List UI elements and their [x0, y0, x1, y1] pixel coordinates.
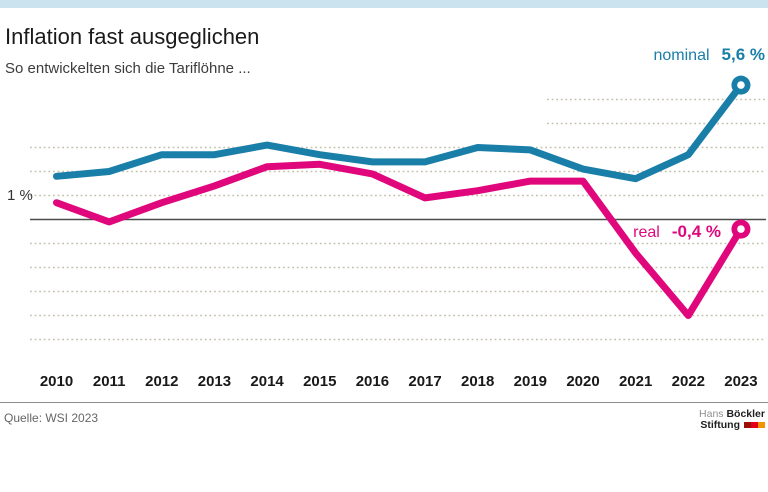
y-axis-tick-label: 1 %: [7, 187, 33, 204]
real-series-value: -0,4 %: [671, 222, 721, 241]
real-series-name: real: [633, 224, 660, 241]
x-axis-label-2010: 2010: [39, 373, 74, 390]
logo-flag-stripe: [744, 422, 751, 428]
x-axis: 2010 2011 2012 2013 2014 2015 2016 2017 2018 2019…: [0, 373, 768, 393]
x-axis-label-2021: 2021: [618, 373, 653, 390]
x-axis-label-2023: 2023: [724, 373, 758, 390]
x-axis-label-2012: 2012: [145, 373, 179, 390]
x-axis-label-2016: 2016: [355, 373, 390, 390]
logo-line-2: Stiftung: [699, 420, 765, 434]
line-chart: [30, 75, 766, 341]
nominal-series-name: nominal: [653, 47, 710, 64]
real-series-label-group: real -0,4 %: [633, 222, 721, 242]
x-axis-label-2013: 2013: [197, 373, 232, 390]
logo-line-1: Hans Böckler: [699, 409, 765, 420]
x-axis-label-2020: 2020: [566, 373, 600, 390]
source-credit: Quelle: WSI 2023: [4, 411, 99, 425]
logo-boeckler-text: Böckler: [726, 408, 765, 420]
logo-stiftung-text: Stiftung: [700, 419, 740, 431]
x-axis-label-2011: 2011: [92, 373, 126, 390]
real-line: [53, 160, 745, 319]
page-title: Inflation fast ausgeglichen: [5, 24, 260, 49]
x-axis-label-2019: 2019: [513, 373, 548, 390]
logo-flag-stripe: [758, 422, 765, 428]
page-subtitle: So entwickelten sich die Tariflöhne ...: [5, 60, 251, 77]
nominal-series-value: 5,6 %: [721, 45, 765, 64]
logo-flag-stripe: [751, 422, 758, 428]
nominal-line: [53, 81, 745, 183]
real-endpoint-marker-hole: [737, 225, 745, 233]
x-axis-label-2018: 2018: [461, 373, 495, 390]
x-axis-label-2017: 2017: [408, 373, 442, 390]
nominal-endpoint-marker-hole: [737, 81, 745, 89]
logo-flag-icon: [744, 422, 765, 434]
x-axis-label-2015: 2015: [303, 373, 337, 390]
footer: Quelle: WSI 2023 Hans Böckler Stiftung: [0, 402, 768, 492]
x-axis-label-2022: 2022: [671, 373, 705, 390]
hans-boeckler-stiftung-logo: Hans Böckler Stiftung: [699, 409, 765, 434]
top-accent-bar: [0, 0, 768, 8]
x-axis-label-2014: 2014: [250, 373, 284, 390]
nominal-series-label-group: nominal 5,6 %: [653, 45, 765, 65]
logo-hans-text: Hans: [699, 408, 724, 420]
